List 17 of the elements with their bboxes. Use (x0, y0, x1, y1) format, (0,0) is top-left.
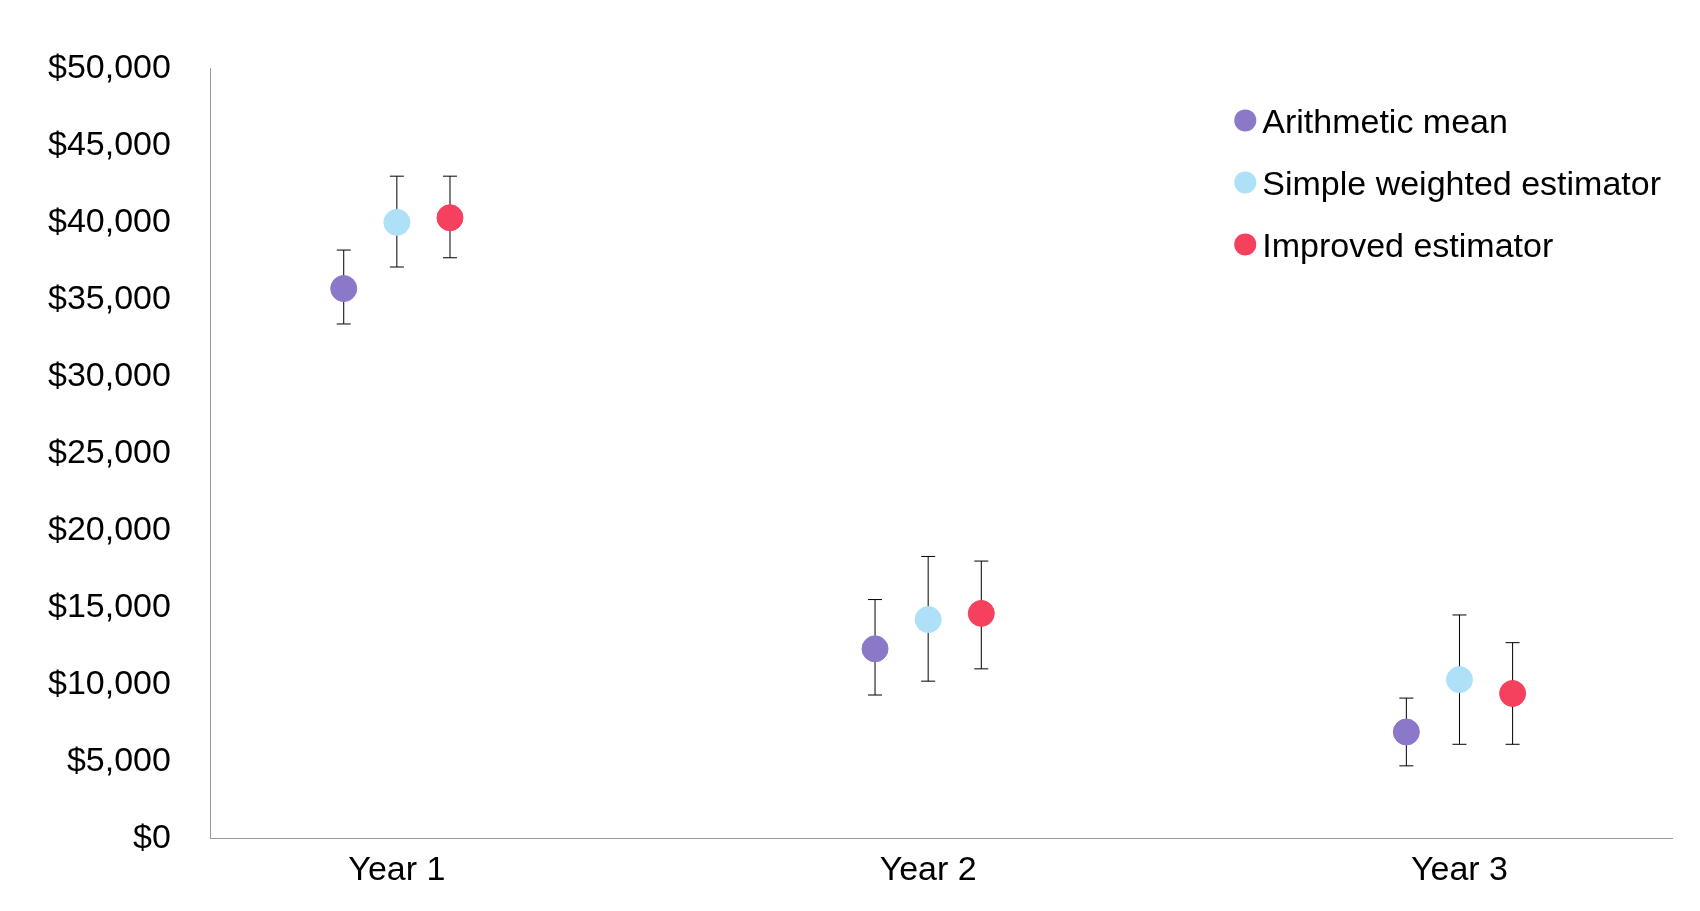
y-tick-label: $25,000 (48, 431, 171, 470)
y-tick-label: $40,000 (48, 200, 171, 239)
x-tick-label: Year 3 (1410, 848, 1509, 887)
y-tick-label: $50,000 (48, 46, 171, 85)
y-tick-label: $15,000 (48, 585, 171, 624)
y-tick-label: $20,000 (48, 508, 171, 547)
y-tick-label: $35,000 (48, 277, 171, 316)
y-tick-label: $0 (133, 816, 171, 855)
legend-label: Simple weighted estimator (1262, 163, 1662, 202)
y-tick-label: $30,000 (48, 354, 171, 393)
legend-label: Improved estimator (1262, 225, 1554, 264)
y-tick-label: $5,000 (66, 739, 171, 778)
y-tick-label: $45,000 (48, 123, 171, 162)
x-tick-label: Year 1 (348, 848, 446, 887)
legend-label: Arithmetic mean (1262, 101, 1508, 140)
y-tick-label: $10,000 (48, 662, 171, 701)
x-tick-label: Year 2 (879, 848, 977, 887)
